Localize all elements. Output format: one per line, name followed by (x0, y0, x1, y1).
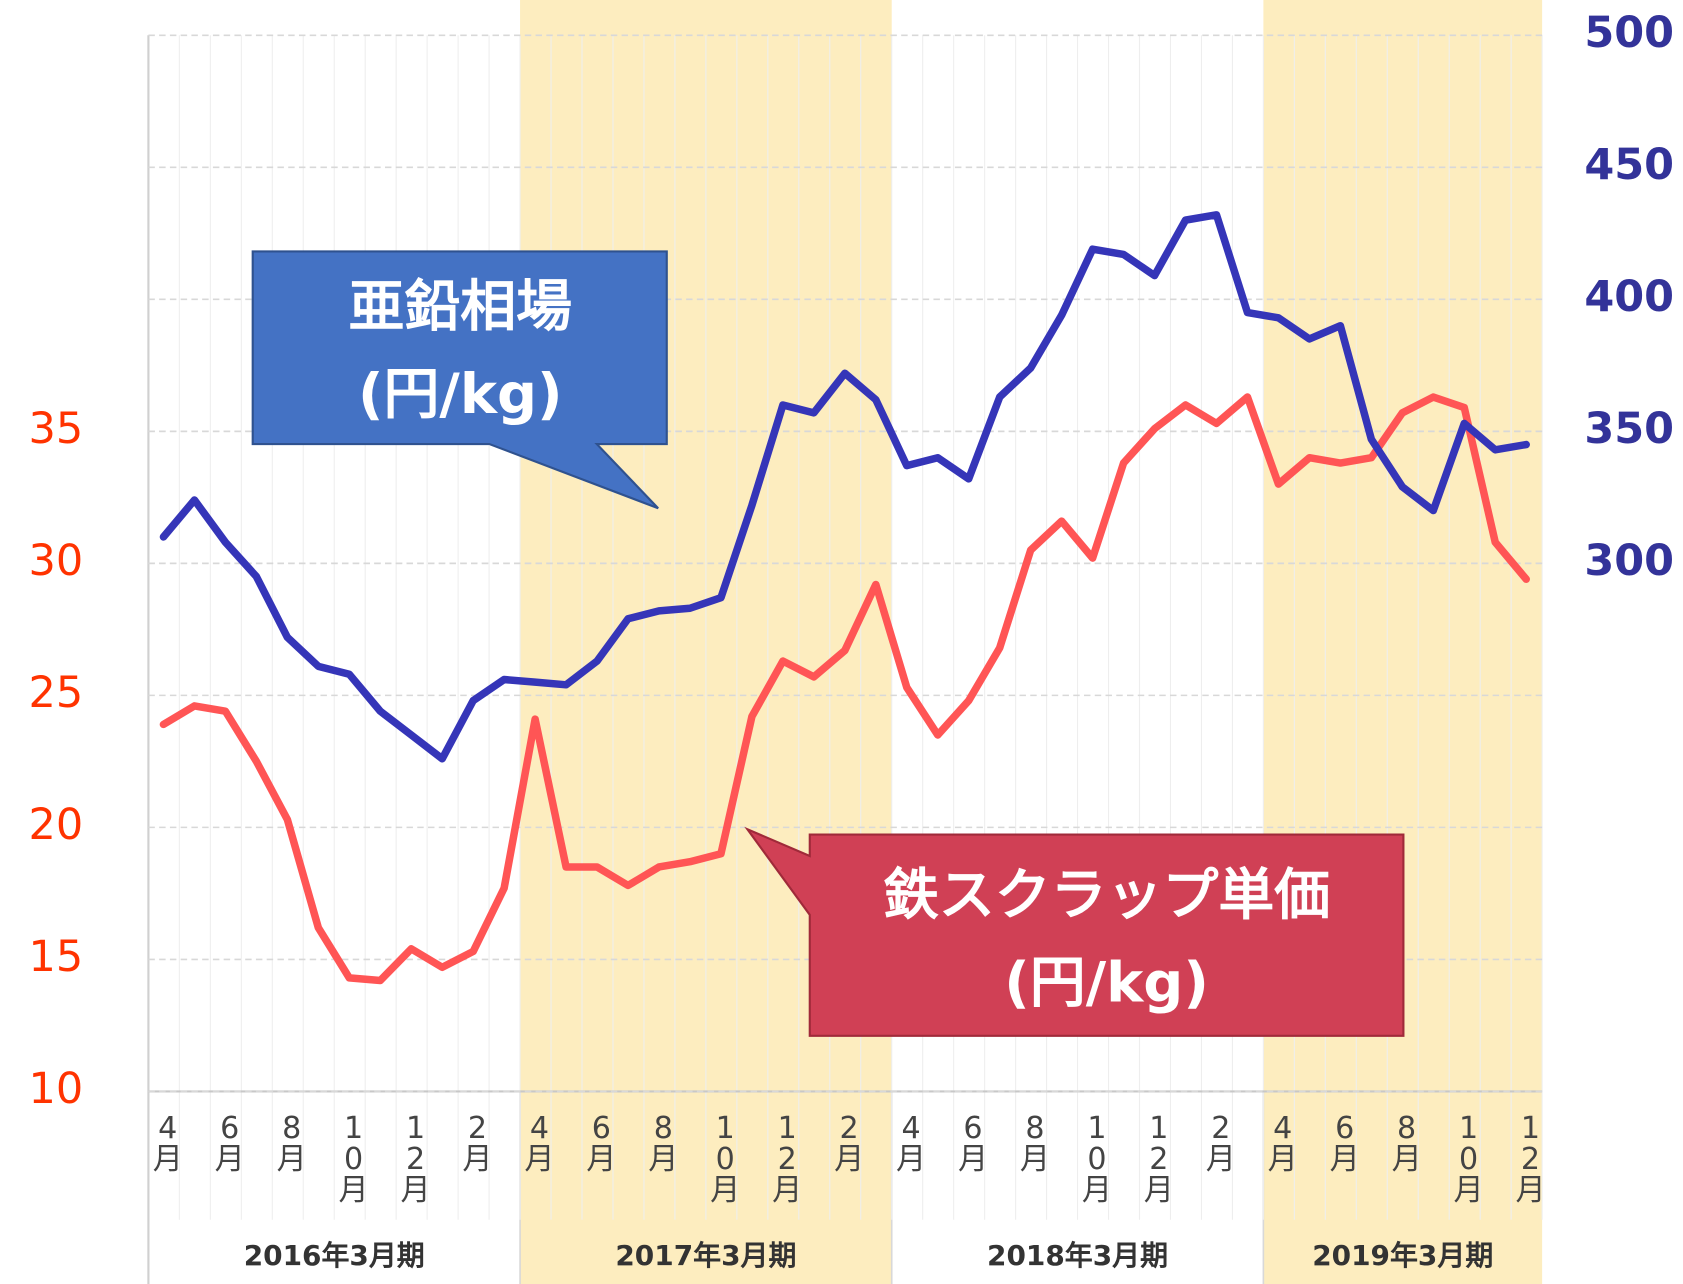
callout-box (744, 826, 1405, 1037)
callout-title: 亜鉛相場 (348, 275, 572, 340)
y-tick-label: 15 (29, 932, 84, 982)
series-line (159, 211, 1530, 763)
period-label: 2017年3月期 (615, 1239, 796, 1272)
zinc-callout: 亜鉛相場 (円/kg) (251, 250, 668, 510)
callout-unit: (円/kg) (1004, 951, 1209, 1016)
y-tick-label: 35 (29, 404, 84, 454)
y-tick-label: 30 (29, 536, 84, 586)
period-band (1263, 0, 1543, 1284)
period-label: 2018年3月期 (987, 1239, 1168, 1272)
y-tick-label: 25 (29, 668, 84, 718)
y-tick-label: 10 (29, 1064, 84, 1114)
y-tick-label: 20 (29, 800, 84, 850)
series-line (159, 393, 1530, 985)
period-label: 2016年3月期 (244, 1239, 425, 1272)
y2-tick-label: 300 (1584, 536, 1674, 586)
callout-title: 鉄スクラップ単価 (883, 863, 1330, 928)
y2-tick-label: 500 (1584, 8, 1674, 58)
callout-unit: (円/kg) (358, 362, 563, 427)
callout-box (251, 250, 668, 510)
y2-tick-label: 350 (1584, 404, 1674, 454)
y2-tick-label: 400 (1584, 272, 1674, 322)
period-label: 2019年3月期 (1312, 1239, 1493, 1272)
scrap-callout: 鉄スクラップ単価 (円/kg) (744, 826, 1405, 1037)
y2-tick-label: 450 (1584, 140, 1674, 190)
